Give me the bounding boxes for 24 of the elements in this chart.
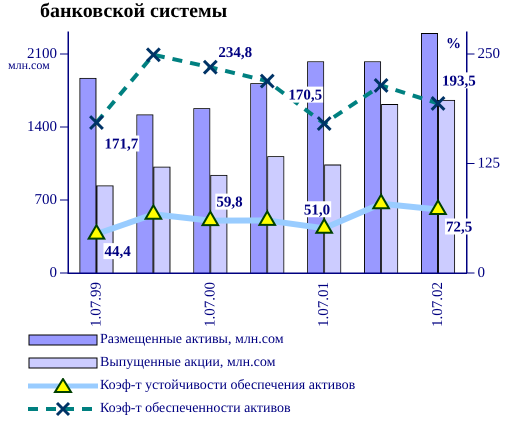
y2-tick-label: 250 [478,46,500,62]
y-tick-label: 1400 [27,118,57,135]
data-label: 51,0 [304,202,330,218]
data-label: 72,5 [446,219,472,236]
legend-label: Размещенные активы, млн.сом [100,332,284,348]
y2-tick-label: 125 [478,155,500,172]
x-tick-label: 1.07.00 [202,282,218,327]
y2-axis-title: % [446,36,461,53]
x-tick-label: 1.07.01 [316,282,332,327]
y-tick-label: 700 [34,192,57,208]
legend-label: Коэф-т обеспеченности активов [100,400,291,416]
y-tick-label: 0 [50,264,57,281]
y2-tick-label: 0 [478,264,485,281]
data-label: 44,4 [104,244,132,260]
data-label: 193,5 [442,73,476,90]
data-label: 170,5 [288,88,322,104]
data-label: 234,8 [218,45,252,62]
legend-label: Коэф-т устойчивости обеспечения активов [100,378,356,394]
legend-label: Выпущенные акции, млн.сом [100,354,276,370]
data-label: 59,8 [216,194,243,211]
data-label: 171,7 [104,136,139,153]
chart-title: банковской системы [40,0,228,23]
x-tick-label: 1.07.99 [88,282,104,327]
x-tick-label: 1.07.02 [430,282,446,327]
